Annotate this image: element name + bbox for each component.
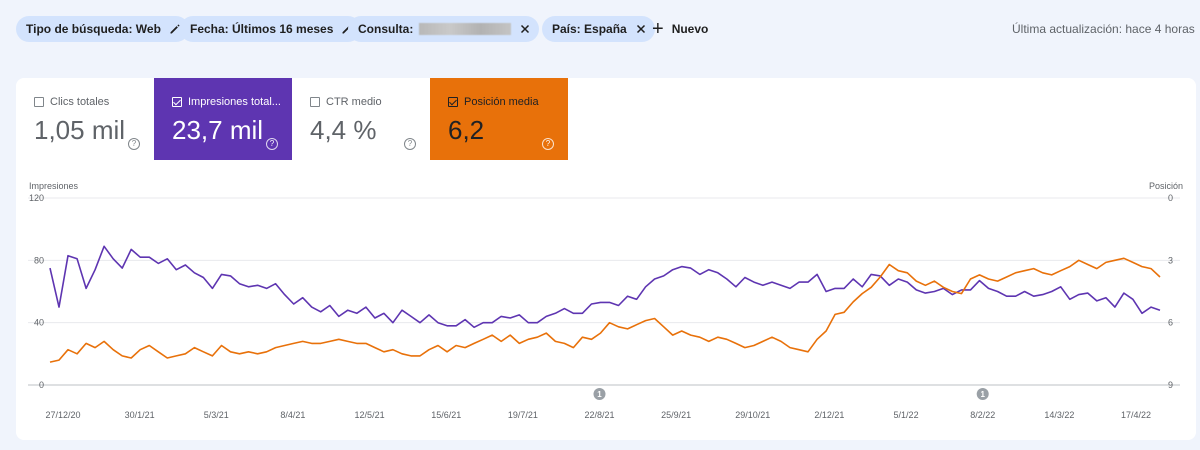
x-tick-label: 14/3/22 bbox=[1044, 410, 1074, 420]
x-tick-label: 29/10/21 bbox=[735, 410, 770, 420]
x-tick-label: 25/9/21 bbox=[661, 410, 691, 420]
metric-value: 23,7 mil bbox=[172, 115, 264, 145]
x-tick-label: 27/12/20 bbox=[45, 410, 80, 420]
close-icon[interactable] bbox=[635, 23, 647, 35]
checkbox[interactable] bbox=[310, 97, 320, 107]
x-tick-label: 22/8/21 bbox=[584, 410, 614, 420]
x-tick-label: 17/4/22 bbox=[1121, 410, 1151, 420]
help-icon[interactable]: ? bbox=[404, 138, 416, 150]
chip-label: Tipo de búsqueda: Web bbox=[26, 22, 161, 36]
metric-value: 6,2 bbox=[448, 115, 485, 145]
x-tick-label: 8/2/22 bbox=[970, 410, 995, 420]
performance-card: Clics totales 1,05 mil ? Impresiones tot… bbox=[16, 78, 1196, 440]
x-tick-label: 30/1/21 bbox=[125, 410, 155, 420]
series-line-posición bbox=[49, 257, 1161, 363]
y-right-axis-label: Posición bbox=[1149, 181, 1183, 191]
filter-chip-query[interactable]: Consulta: bbox=[348, 16, 540, 42]
y-left-tick-label: 120 bbox=[29, 193, 44, 203]
new-filter-button[interactable]: + Nuevo bbox=[652, 16, 708, 42]
annotation-label: 1 bbox=[597, 390, 602, 399]
metric-average-ctr[interactable]: CTR medio 4,4 % ? bbox=[292, 78, 430, 160]
y-left-tick-label: 0 bbox=[39, 380, 44, 390]
x-tick-label: 12/5/21 bbox=[355, 410, 385, 420]
x-tick-label: 2/12/21 bbox=[814, 410, 844, 420]
metric-label: Clics totales bbox=[50, 96, 110, 108]
y-left-axis-label: Impresiones bbox=[29, 181, 79, 191]
metric-label: Posición media bbox=[464, 96, 539, 108]
y-right-tick-label: 6 bbox=[1168, 318, 1173, 328]
metric-label: CTR medio bbox=[326, 96, 382, 108]
filter-chip-search-type[interactable]: Tipo de búsqueda: Web bbox=[16, 16, 189, 42]
y-right-tick-label: 3 bbox=[1168, 255, 1173, 265]
last-update-text: Última actualización: hace 4 horas bbox=[1012, 22, 1195, 36]
metric-total-impressions[interactable]: Impresiones total... 23,7 mil ? bbox=[154, 78, 292, 160]
annotation-marker bbox=[593, 388, 606, 400]
pencil-icon[interactable] bbox=[169, 23, 181, 35]
metric-total-clicks[interactable]: Clics totales 1,05 mil ? bbox=[16, 78, 154, 160]
x-tick-label: 8/4/21 bbox=[280, 410, 305, 420]
metric-value: 4,4 % bbox=[310, 115, 377, 145]
x-tick-label: 5/1/22 bbox=[894, 410, 919, 420]
metric-value: 1,05 mil bbox=[34, 115, 126, 145]
annotation-marker bbox=[976, 388, 989, 400]
filter-chip-date[interactable]: Fecha: Últimos 16 meses bbox=[180, 16, 362, 42]
chip-label: Fecha: Últimos 16 meses bbox=[190, 22, 334, 36]
x-tick-label: 5/3/21 bbox=[204, 410, 229, 420]
y-left-tick-label: 80 bbox=[34, 255, 44, 265]
help-icon[interactable]: ? bbox=[128, 138, 140, 150]
help-icon[interactable]: ? bbox=[542, 138, 554, 150]
x-tick-label: 15/6/21 bbox=[431, 410, 461, 420]
x-tick-label: 19/7/21 bbox=[508, 410, 538, 420]
checkbox[interactable] bbox=[172, 97, 182, 107]
chip-label: País: España bbox=[552, 22, 627, 36]
redacted-query bbox=[419, 23, 512, 35]
chip-label: Consulta: bbox=[358, 22, 414, 36]
y-right-tick-label: 0 bbox=[1168, 193, 1173, 203]
help-icon[interactable]: ? bbox=[266, 138, 278, 150]
filter-bar: Tipo de búsqueda: Web Fecha: Últimos 16 … bbox=[0, 0, 1200, 60]
y-left-tick-label: 40 bbox=[34, 318, 44, 328]
filter-chip-country[interactable]: País: España bbox=[542, 16, 655, 42]
new-filter-label: Nuevo bbox=[671, 22, 709, 36]
plus-icon: + bbox=[652, 18, 664, 40]
series-line-impresiones bbox=[49, 245, 1161, 329]
metric-average-position[interactable]: Posición media 6,2 ? bbox=[430, 78, 568, 160]
checkbox[interactable] bbox=[34, 97, 44, 107]
close-icon[interactable] bbox=[519, 23, 531, 35]
checkbox[interactable] bbox=[448, 97, 458, 107]
metric-label: Impresiones total... bbox=[188, 96, 281, 108]
annotation-label: 1 bbox=[980, 390, 985, 399]
y-right-tick-label: 9 bbox=[1168, 380, 1173, 390]
